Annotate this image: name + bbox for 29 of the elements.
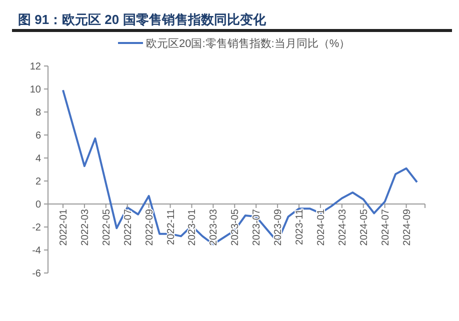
x-tick-label: 2022-09 xyxy=(144,208,156,246)
legend-label: 欧元区20国:零售销售指数:当月同比（%） xyxy=(146,37,350,50)
x-tick-label: 2024-09 xyxy=(402,208,413,246)
y-tick-label: 6 xyxy=(35,130,42,142)
x-tick-label: 2022-03 xyxy=(80,208,91,246)
y-tick-label: 10 xyxy=(30,84,42,96)
x-tick-label: 2024-07 xyxy=(380,208,392,246)
y-tick-label: -4 xyxy=(32,246,42,256)
x-tick-label: 2022-11 xyxy=(166,208,177,245)
y-tick-label: 12 xyxy=(30,62,42,72)
x-tick-label: 2023-11 xyxy=(294,208,306,245)
x-tick-label: 2024-01 xyxy=(316,208,327,246)
x-tick-label: 2022-01 xyxy=(58,208,70,246)
x-tick-label: 2023-03 xyxy=(208,208,220,246)
y-tick-label: 0 xyxy=(35,200,42,210)
x-tick-label: 2024-03 xyxy=(337,208,348,246)
x-tick-label: 2023-07 xyxy=(252,208,263,246)
x-tick-label: 2022-05 xyxy=(101,208,112,246)
x-tick-label: 2022-07 xyxy=(122,208,134,246)
x-tick-label: 2023-05 xyxy=(230,208,242,246)
chart-title: 图 91：欧元区 20 国零售销售指数同比变化 xyxy=(18,12,267,27)
y-tick-label: 2 xyxy=(35,176,42,188)
y-tick-label: 8 xyxy=(35,108,42,118)
x-tick-label: 2023-01 xyxy=(187,208,198,246)
y-tick-label: -6 xyxy=(32,268,42,280)
y-tick-label: -2 xyxy=(32,222,42,234)
x-tick-label: 2024-05 xyxy=(358,208,370,246)
y-tick-label: 4 xyxy=(35,154,42,164)
x-tick-label: 2023-09 xyxy=(273,208,284,246)
